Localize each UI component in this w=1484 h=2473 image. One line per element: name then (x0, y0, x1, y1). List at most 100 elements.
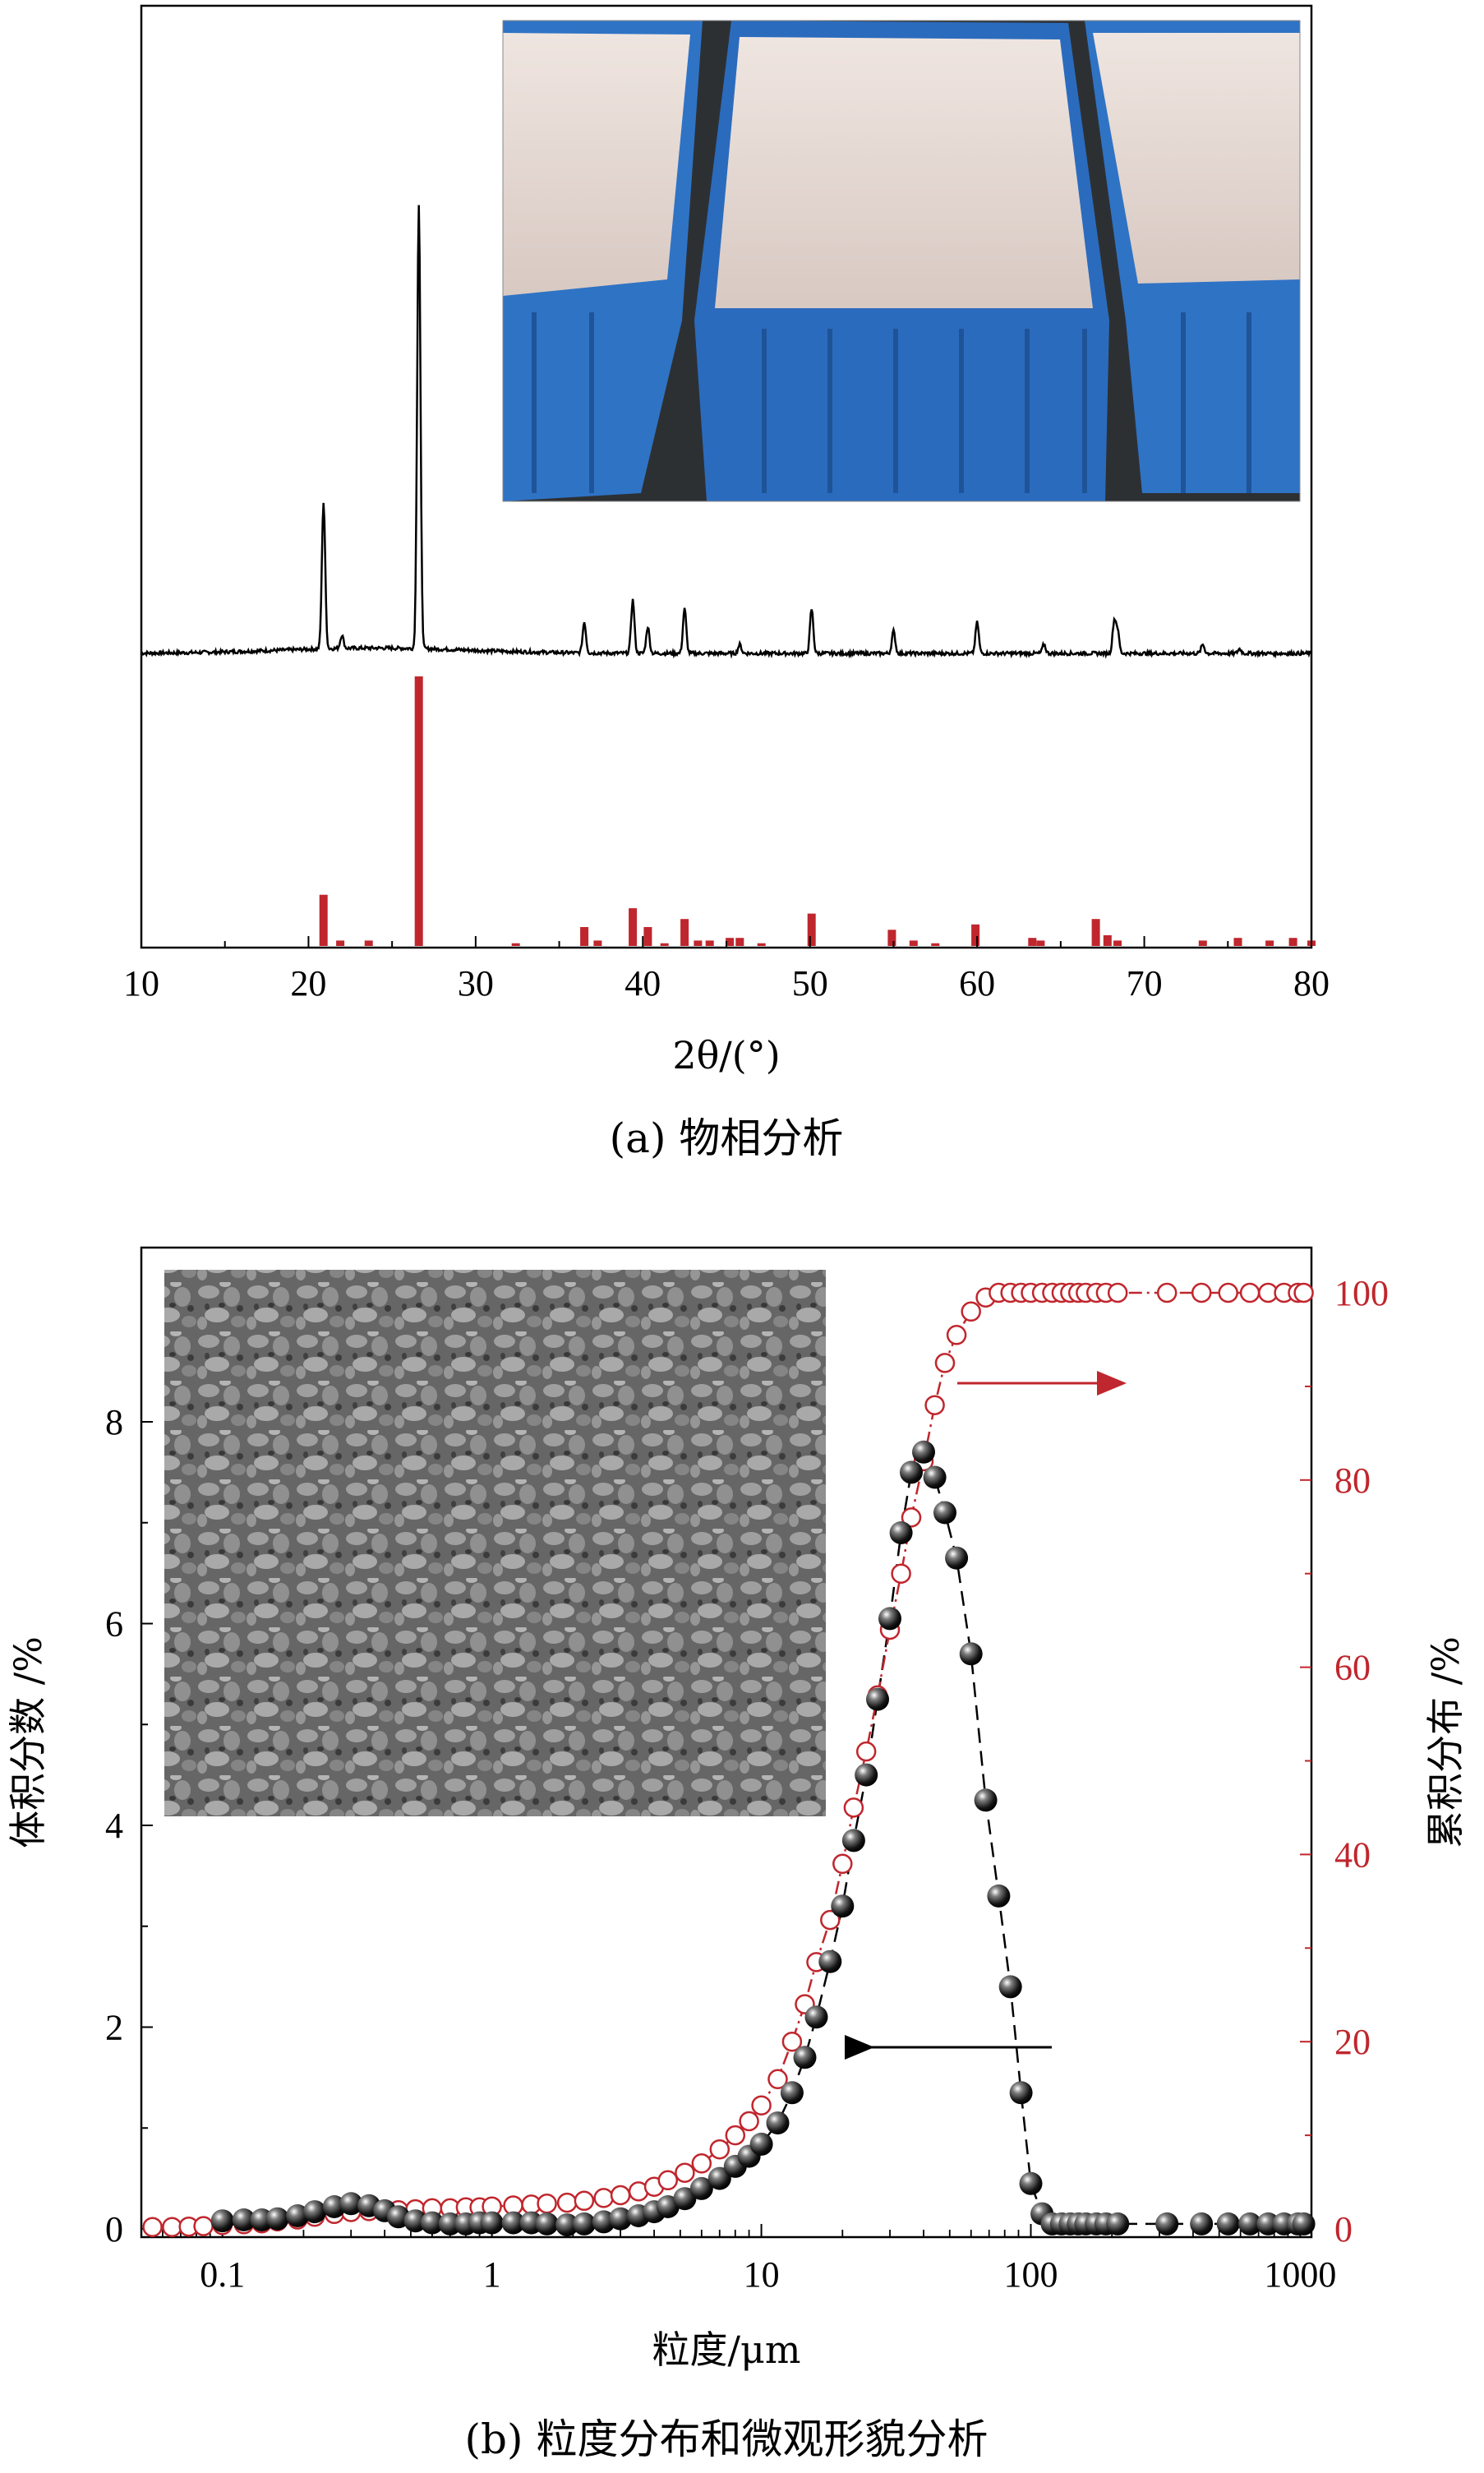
frequency-point (1106, 2212, 1130, 2235)
cumulative-point (556, 2192, 578, 2213)
y2-tick-label-b: 20 (1334, 2022, 1371, 2062)
frequency-point (286, 2204, 310, 2227)
cumulative-point (946, 1325, 967, 1345)
x-tick-label-a: 70 (1127, 963, 1163, 1004)
y-axis-right-b: 0 20 40 60 80 100 (1300, 1273, 1389, 2249)
frequency-point (403, 2209, 427, 2233)
frequency-point (900, 1460, 923, 1484)
frequency-point (998, 1975, 1022, 1999)
reference-stick (1198, 940, 1207, 946)
frequency-point (303, 2200, 326, 2224)
reference-stick (807, 913, 816, 946)
reference-stick (971, 924, 980, 946)
x-tick-label-a: 80 (1293, 963, 1330, 1004)
frequency-point (1019, 2171, 1043, 2195)
cumulative-point (610, 2185, 631, 2206)
reference-stick (580, 927, 589, 946)
x-tick-label-a: 20 (290, 963, 326, 1004)
reference-stick (364, 940, 373, 946)
frequency-point (689, 2176, 713, 2200)
x-tick-label-b: 1 (483, 2254, 501, 2295)
reference-stick (319, 894, 328, 946)
cumulative-point (142, 2217, 163, 2237)
x-tick-label-a: 10 (123, 963, 159, 1004)
cumulative-point (961, 1301, 981, 1322)
frequency-point (673, 2187, 697, 2211)
frequency-point (707, 2166, 731, 2190)
frequency-point (974, 1788, 998, 1812)
frequency-point (866, 1687, 889, 1711)
panel-b-psd: 0 2 4 6 8 0 20 40 60 80 100 0.1 1 10 100 1000 体积分数 /%… (6, 1246, 1468, 2463)
reference-stick (735, 938, 744, 946)
x-tick-label-b: 10 (744, 2254, 780, 2295)
frequency-point (889, 1521, 913, 1544)
cumulative-point (855, 1741, 877, 1762)
reference-stick (1028, 938, 1037, 946)
frequency-point (1009, 2081, 1033, 2105)
frequency-point (555, 2213, 579, 2237)
xrd-pattern-line (141, 205, 1313, 659)
y-tick-label-b: 6 (105, 1604, 123, 1645)
frequency-point (1190, 2212, 1214, 2235)
frequency-point (766, 2111, 790, 2135)
reference-stick (336, 940, 345, 946)
frequency-point (480, 2211, 504, 2235)
cumulative-point (1218, 1282, 1238, 1303)
frequency-point (609, 2207, 633, 2231)
frequency-point (420, 2211, 444, 2235)
x-tick-label-b: 0.1 (200, 2254, 245, 2295)
panel-a-xrd: 10 20 30 40 50 60 70 80 2θ/(°) (a) 物相分析 (123, 4, 1330, 1162)
cumulative-point (1191, 1282, 1212, 1303)
cumulative-point (1156, 1282, 1178, 1303)
cumulative-point (725, 2125, 746, 2146)
y-axis-left-b: 0 2 4 6 8 (105, 1402, 153, 2249)
frequency-point (923, 1465, 947, 1489)
reference-stick (593, 940, 602, 946)
frequency-point (855, 1763, 878, 1787)
cumulative-point (781, 2031, 803, 2052)
x-tick-label-a: 30 (458, 963, 494, 1004)
x-axis-b: 0.1 1 10 100 1000 (141, 2224, 1336, 2295)
cumulative-point (891, 1563, 911, 1584)
frequency-point (1256, 2212, 1280, 2235)
reference-stick (931, 943, 940, 946)
reference-sticks (319, 676, 1316, 946)
cumulative-point (751, 2095, 772, 2115)
frequency-point (232, 2208, 256, 2231)
reference-stick (757, 943, 766, 946)
reference-stick (909, 940, 918, 946)
reference-stick (629, 908, 638, 946)
reference-stick (1036, 940, 1045, 946)
caption-b: (b) 粒度分布和微观形貌分析 (465, 2415, 989, 2463)
reference-stick (1113, 940, 1122, 946)
y-tick-label-b: 0 (105, 2209, 123, 2249)
frequency-point (535, 2212, 559, 2235)
cumulative-point (1107, 1282, 1128, 1303)
frequency-point (780, 2081, 804, 2105)
cumulative-point (767, 2069, 788, 2090)
cumulative-point (657, 2170, 679, 2191)
reference-stick (1233, 938, 1242, 946)
reference-stick (511, 943, 520, 946)
frequency-point (912, 1440, 935, 1464)
cumulative-point (537, 2193, 557, 2214)
reference-stick (680, 919, 689, 946)
crate-ribs (532, 312, 1251, 493)
frequency-point (265, 2207, 289, 2231)
frequency-point (804, 2005, 828, 2029)
y2-axis-title-b: 累积分布 /% (1423, 1636, 1468, 1848)
reference-stick (1091, 919, 1100, 946)
frequency-point (572, 2212, 596, 2235)
reference-stick (643, 927, 652, 946)
cumulative-point (739, 2111, 759, 2132)
reference-stick (414, 676, 423, 946)
frequency-point (831, 1894, 855, 1918)
reference-stick (705, 940, 714, 946)
x-tick-label-a: 60 (959, 963, 995, 1004)
y2-tick-label-b: 0 (1334, 2209, 1353, 2249)
frequency-point (1238, 2212, 1262, 2235)
cumulative-point (193, 2216, 214, 2236)
reference-stick (887, 930, 896, 946)
x-tick-label-a: 50 (792, 963, 828, 1004)
